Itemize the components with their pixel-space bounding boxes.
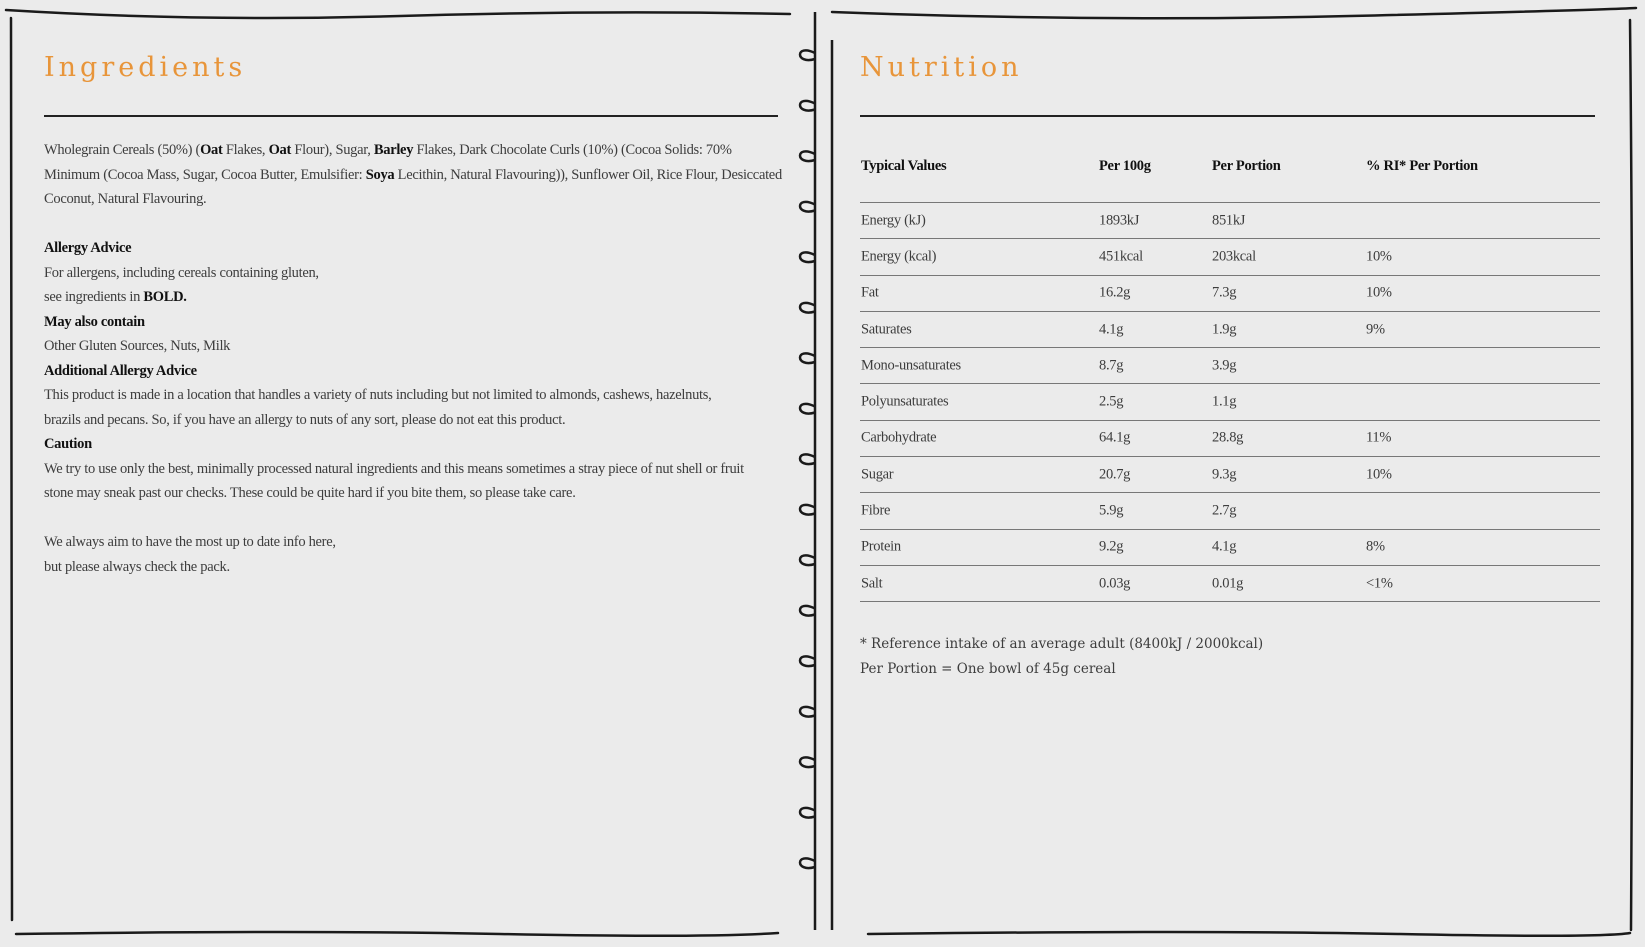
bold-word: BOLD. (143, 289, 187, 305)
allergy-advice-line1: For allergens, including cereals contain… (44, 264, 319, 281)
ri-value: 11% (1366, 429, 1392, 446)
note-line1: We always aim to have the most up to dat… (44, 534, 336, 550)
table-row: Sugar 20.7g 9.3g 10% (860, 457, 1600, 494)
allergen-bold: Oat (200, 142, 223, 158)
per-portion-value: 1.1g (1212, 393, 1237, 410)
per-portion-value: 28.8g (1212, 429, 1244, 446)
nutrient-name: Carbohydrate (861, 429, 937, 446)
nutrition-table: Typical Values Per 100g Per Portion % RI… (860, 140, 1600, 603)
per-100g-value: 64.1g (1099, 429, 1131, 446)
nutrition-footnotes: * Reference intake of an average adult (… (860, 632, 1263, 682)
ri-value: 8% (1366, 538, 1385, 555)
allergen-bold: Soya (365, 166, 395, 183)
per-100g-value: 5.9g (1099, 502, 1124, 519)
may-contain-text: Other Gluten Sources, Nuts, Milk (44, 338, 231, 354)
per-portion-value: 4.1g (1212, 538, 1237, 555)
right-page-top-border (830, 6, 1638, 20)
ingredients-text: Wholegrain Cereals (50%) ( (44, 142, 201, 158)
ri-value: 10% (1366, 284, 1392, 301)
nutrient-name: Mono-unsaturates (861, 357, 961, 374)
per-portion-value: 851kJ (1212, 212, 1246, 229)
nutrient-name: Sugar (861, 466, 894, 483)
nutrient-name: Fat (861, 284, 879, 301)
per-100g-value: 4.1g (1099, 321, 1124, 338)
per-100g-value: 16.2g (1099, 284, 1131, 301)
per-portion-value: 9.3g (1212, 466, 1237, 483)
table-row: Mono-unsaturates 8.7g 3.9g (860, 348, 1600, 385)
per-portion-value: 7.3g (1212, 284, 1237, 301)
nutrient-name: Protein (861, 538, 901, 555)
ingredients-text: Lecithin, Natural Flavouring)), Sunflowe… (44, 166, 782, 208)
additional-allergy-heading: Additional Allergy Advice (44, 362, 197, 379)
allergy-advice-heading: Allergy Advice (44, 240, 132, 256)
caution-heading: Caution (44, 436, 92, 452)
ingredients-text: Flakes, Dark Chocolate Curls (10%) (Coco… (44, 142, 732, 183)
ingredients-text: Flakes, (222, 142, 269, 158)
right-page-right-border (1628, 18, 1634, 932)
table-row: Salt 0.03g 0.01g <1% (860, 566, 1600, 603)
left-page-bottom-border (14, 930, 780, 938)
nutrient-name: Energy (kJ) (861, 212, 926, 229)
nutrient-name: Energy (kcal) (861, 248, 937, 265)
portion-note: Per Portion = One bowl of 45g cereal (860, 661, 1116, 677)
table-row: Carbohydrate 64.1g 28.8g 11% (860, 421, 1600, 458)
header-per-portion: Per Portion (1212, 158, 1281, 174)
may-contain-heading: May also contain (44, 313, 145, 330)
allergen-bold: Oat (268, 142, 292, 158)
table-row: Saturates 4.1g 1.9g 9% (860, 312, 1600, 349)
per-100g-value: 20.7g (1099, 466, 1131, 483)
right-page-bottom-border (866, 930, 1632, 938)
table-row: Energy (kcal) 451kcal 203kcal 10% (860, 239, 1600, 276)
reference-intake-note: * Reference intake of an average adult (… (860, 636, 1264, 652)
additional-allergy-text: This product is made in a location that … (44, 387, 712, 428)
caution-text: We try to use only the best, minimally p… (44, 460, 744, 502)
nutrient-name: Polyunsaturates (861, 393, 949, 410)
per-portion-value: 2.7g (1212, 502, 1237, 519)
table-row: Polyunsaturates 2.5g 1.1g (860, 384, 1600, 421)
per-portion-value: 1.9g (1212, 321, 1237, 338)
allergy-advice-text: see ingredients in (44, 289, 144, 305)
ingredients-title: Ingredients (44, 52, 247, 83)
spiral-binding (800, 12, 832, 930)
per-100g-value: 9.2g (1099, 538, 1124, 555)
nutrient-name: Saturates (861, 321, 912, 338)
allergen-bold: Barley (373, 142, 414, 158)
nutrient-name: Fibre (861, 502, 891, 519)
spiral-spine (813, 12, 834, 930)
ingredients-section: Wholegrain Cereals (50%) (Oat Flakes, Oa… (44, 138, 784, 579)
allergy-advice-line2: see ingredients in BOLD. (44, 285, 784, 310)
ingredients-text: Flour), Sugar, (291, 142, 374, 158)
table-row: Fibre 5.9g 2.7g (860, 493, 1600, 530)
ri-value: 10% (1366, 466, 1392, 483)
table-row: Fat 16.2g 7.3g 10% (860, 276, 1600, 312)
per-portion-value: 0.01g (1212, 575, 1244, 592)
per-portion-value: 3.9g (1212, 357, 1237, 374)
per-100g-value: 8.7g (1099, 357, 1124, 374)
ingredients-list: Wholegrain Cereals (50%) (Oat Flakes, Oa… (44, 138, 784, 212)
left-page-top-border (4, 8, 792, 20)
per-100g-value: 451kcal (1099, 248, 1143, 265)
per-100g-value: 2.5g (1099, 393, 1124, 410)
table-header: Typical Values Per 100g Per Portion % RI… (860, 140, 1600, 203)
note-line2: but please always check the pack. (44, 558, 230, 575)
ri-value: 9% (1366, 321, 1385, 338)
per-100g-value: 0.03g (1099, 575, 1131, 592)
left-page-left-border (9, 16, 14, 922)
per-100g-value: 1893kJ (1099, 212, 1140, 229)
ingredients-divider (44, 115, 778, 117)
table-row: Energy (kJ) 1893kJ 851kJ (860, 203, 1600, 240)
header-ri-per-portion: % RI* Per Portion (1366, 158, 1478, 174)
ri-value: 10% (1366, 248, 1392, 265)
nutrition-divider (860, 115, 1595, 117)
table-row: Protein 9.2g 4.1g 8% (860, 530, 1600, 566)
nutrient-name: Salt (861, 575, 883, 592)
ri-value: <1% (1366, 575, 1393, 592)
header-per-100g: Per 100g (1099, 158, 1151, 174)
per-portion-value: 203kcal (1212, 248, 1256, 265)
header-typical-values: Typical Values (861, 158, 947, 174)
nutrition-title: Nutrition (860, 52, 1023, 83)
